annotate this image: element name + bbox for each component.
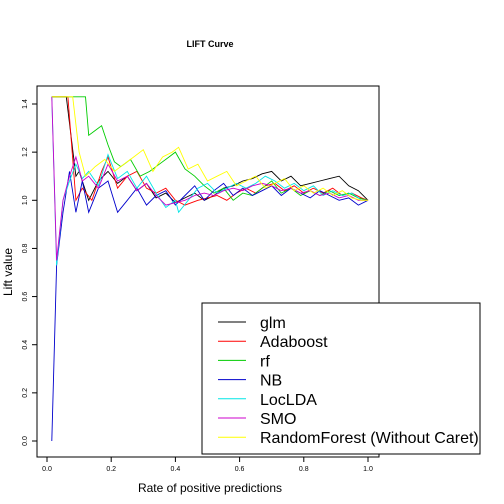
legend-entry: RandomForest (Without Caret) xyxy=(260,430,479,447)
x-axis: 0.0 0.2 0.4 0.6 0.8 1.0 xyxy=(42,456,373,473)
y-tick-label: 0.0 xyxy=(22,436,29,446)
legend-entry: glm xyxy=(260,315,286,332)
x-axis-label: Rate of positive predictions xyxy=(138,481,282,495)
y-tick-label: 0.8 xyxy=(22,243,29,253)
legend-entry: LocLDA xyxy=(260,392,317,409)
y-tick-label: 1.0 xyxy=(22,195,29,205)
x-tick-label: 0.8 xyxy=(299,466,309,473)
legend: glm Adaboost rf NB LocLDA SMO RandomForest (Wi… xyxy=(201,302,481,455)
chart-title: LIFT Curve xyxy=(186,39,233,49)
x-tick-label: 1.0 xyxy=(363,466,373,473)
x-tick-label: 0.4 xyxy=(171,466,181,473)
legend-box xyxy=(201,302,481,455)
y-tick-label: 1.2 xyxy=(22,147,29,157)
y-axis: 0.0 0.2 0.4 0.6 0.8 1.0 1.2 1.4 xyxy=(22,99,38,446)
series-line-adaboost xyxy=(51,96,369,206)
series-line-loclda xyxy=(51,96,368,266)
x-tick-label: 0.2 xyxy=(106,466,116,473)
series-line-rf xyxy=(51,96,369,201)
y-tick-label: 0.2 xyxy=(22,388,29,398)
series-line-randomforest-without-caret xyxy=(51,96,368,201)
x-tick-label: 0.6 xyxy=(235,466,245,473)
legend-entry: SMO xyxy=(260,411,296,428)
series-lines xyxy=(51,96,369,442)
series-line-nb xyxy=(51,171,369,442)
legend-entry: Adaboost xyxy=(260,334,328,351)
x-tick-label: 0.0 xyxy=(42,466,52,473)
legend-entry: NB xyxy=(260,373,282,390)
y-tick-label: 1.4 xyxy=(22,99,29,109)
legend-entry: rf xyxy=(260,353,270,370)
y-tick-label: 0.6 xyxy=(22,292,29,302)
y-tick-label: 0.4 xyxy=(22,340,29,350)
y-axis-label: Lift value xyxy=(1,248,15,296)
